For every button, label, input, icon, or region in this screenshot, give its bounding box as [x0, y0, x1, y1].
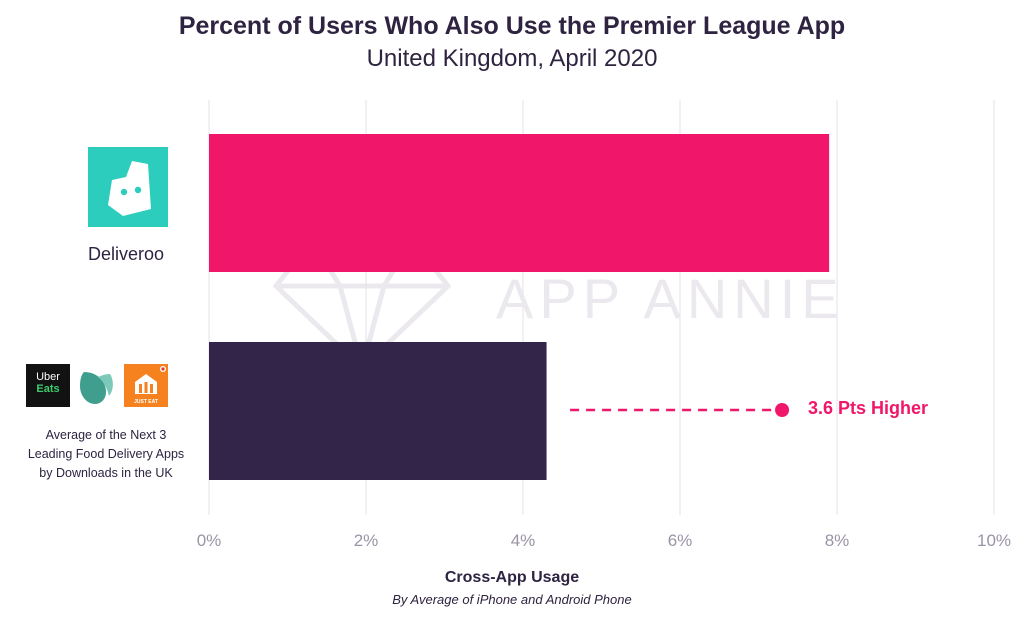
deliveroo-logo-icon — [88, 147, 168, 227]
bar-deliveroo — [209, 134, 830, 272]
menulog-style-logo-icon — [76, 366, 118, 408]
annotation-dot — [775, 403, 790, 417]
category-label-others-line-2: Leading Food Delivery Apps — [27, 447, 185, 461]
category-label-others-line-1: Average of the Next 3 — [45, 428, 167, 442]
uber-eats-logo-icon: Uber Eats — [26, 364, 70, 407]
x-tick-label: 4% — [511, 531, 536, 550]
x-tick-label: 0% — [197, 531, 222, 550]
x-axis-title: Cross-App Usage — [444, 569, 580, 586]
difference-annotation: 3.6 Pts Higher — [808, 398, 929, 418]
chart-subtitle: United Kingdom, April 2020 — [366, 45, 658, 72]
just-eat-logo-text: JUST EAT — [134, 399, 158, 405]
bar-others-average — [209, 342, 547, 480]
x-tick-label: 2% — [354, 531, 379, 550]
category-label-deliveroo: Deliveroo — [87, 244, 165, 264]
x-tick-label: 6% — [668, 531, 693, 550]
category-label-others: Average of the Next 3 Leading Food Deliv… — [16, 426, 196, 483]
watermark-text: APP ANNIE — [496, 267, 845, 330]
eats-logo-text: Eats — [36, 383, 60, 395]
x-tick-label: 10% — [977, 531, 1011, 550]
x-axis-subtitle: By Average of iPhone and Android Phone — [392, 592, 632, 607]
chart-title: Percent of Users Who Also Use the Premie… — [178, 12, 846, 40]
x-tick-label: 8% — [825, 531, 850, 550]
uber-logo-text: Uber — [36, 371, 60, 383]
just-eat-logo-icon: JUST EAT — [124, 364, 168, 407]
category-label-others-line-3: by Downloads in the UK — [39, 466, 173, 480]
